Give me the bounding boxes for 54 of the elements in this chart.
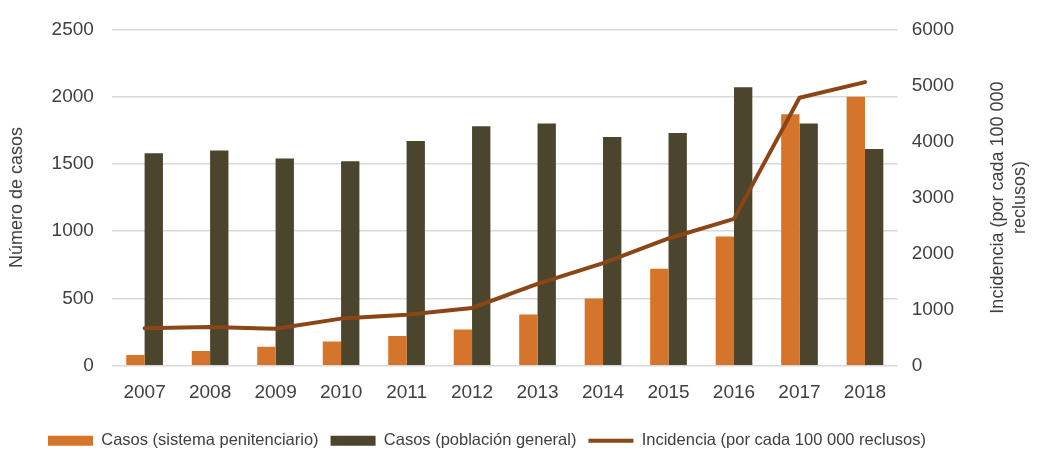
y-tick-label: 1500 [51,152,94,174]
y-tick-label: 2000 [51,84,94,106]
bar [472,126,491,365]
x-tick-label: 2018 [843,381,887,403]
bar [584,298,604,365]
bar [126,354,145,365]
bar [781,114,800,365]
x-tick-label: 2011 [386,381,427,403]
bar [537,123,556,365]
x-tick-label: 2008 [188,381,232,403]
x-tick-label: 2015 [647,381,690,403]
y2-tick-label: 3000 [911,185,955,207]
x-tick-label: 2007 [123,381,166,403]
y2-tick-label: 4000 [911,129,955,151]
bar [322,341,342,365]
x-tick-label: 2016 [712,381,756,403]
x-tick-label: 2010 [319,381,363,403]
bar [715,236,735,365]
bar [668,132,687,365]
legend-label: Casos (población general) [383,430,577,449]
y2-tick-label: 2000 [911,241,955,263]
bar [734,87,753,365]
y2-tick-label: 5000 [911,73,955,95]
bar [191,350,211,365]
x-tick-label: 2013 [516,381,559,403]
bar [846,96,865,365]
bar [406,141,425,365]
bar [257,346,276,365]
bar [144,153,163,365]
x-tick-label: 2014 [581,381,625,403]
bar [210,150,229,365]
y-tick-label: 0 [83,353,94,375]
bar [519,314,538,365]
bar [275,158,294,365]
x-tick-label: 2009 [254,381,297,403]
bar [799,123,818,365]
x-tick-label: 2017 [778,381,821,403]
bar [650,268,669,365]
y2-tick-label: 6000 [911,17,955,39]
y2-tick-label: 0 [911,353,923,375]
bar [864,149,884,365]
x-tick-label: 2012 [450,381,494,403]
bar [603,137,622,365]
bar [388,336,407,365]
y-axis-title: Número de casos [5,127,26,269]
y2-tick-label: 1000 [911,297,955,319]
bar [453,329,473,365]
y-tick-label: 500 [62,286,94,308]
bar [341,161,360,365]
y-tick-label: 1000 [51,219,94,241]
y2-axis-title: Incidencia (por cada 100 000 reclusos) [986,81,1029,314]
y-tick-label: 2500 [51,17,94,39]
legend-label: Incidencia (por cada 100 000 reclusos) [641,430,927,449]
legend-label: Casos (sistema penitenciario) [101,430,319,449]
